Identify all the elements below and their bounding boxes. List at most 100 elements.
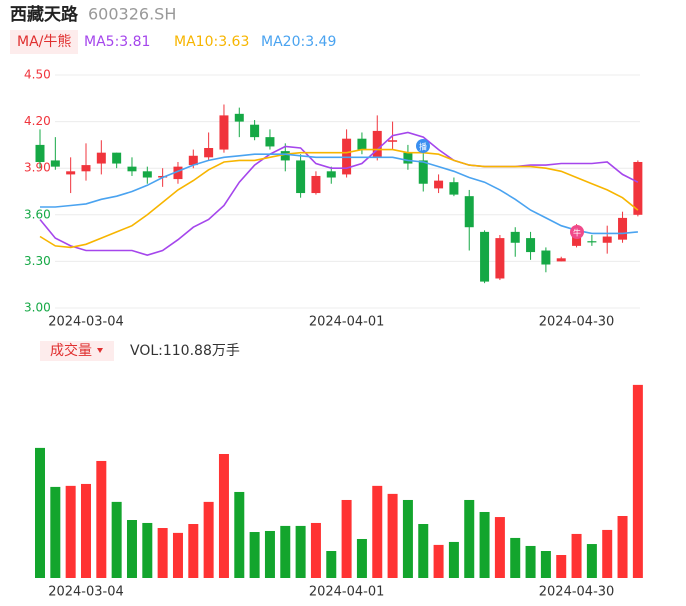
volume-bar bbox=[464, 499, 475, 578]
badge bbox=[416, 139, 430, 153]
volume-bar bbox=[448, 541, 459, 578]
stock-code: 600326.SH bbox=[88, 5, 176, 24]
badge-label: 播 bbox=[419, 142, 427, 152]
y-tick-label: 3.00 bbox=[24, 301, 51, 315]
candle-body bbox=[173, 166, 183, 180]
candle-body bbox=[403, 152, 413, 164]
candle-body bbox=[326, 171, 336, 178]
volume-bar bbox=[310, 522, 321, 578]
candle-body bbox=[265, 137, 275, 147]
volume-bar bbox=[510, 537, 521, 578]
volume-selector-bg[interactable] bbox=[40, 341, 114, 361]
volume-bar bbox=[111, 501, 122, 578]
volume-bar bbox=[157, 528, 168, 578]
volume-bar bbox=[540, 551, 551, 578]
volume-bar bbox=[249, 532, 260, 578]
volume-legend: VOL:110.88万手 bbox=[130, 343, 240, 359]
legend-entry: MA20:3.49 bbox=[261, 34, 336, 50]
candle-body bbox=[142, 171, 152, 178]
candle-body bbox=[96, 152, 106, 164]
volume-bar bbox=[586, 544, 597, 578]
volume-bar bbox=[142, 522, 153, 578]
volume-bar bbox=[632, 384, 643, 578]
volume-bar bbox=[372, 485, 383, 578]
volume-bar bbox=[96, 460, 107, 578]
candle-body bbox=[495, 238, 505, 279]
candle-body bbox=[556, 258, 566, 262]
y-tick-label: 4.50 bbox=[24, 68, 51, 82]
y-tick-label: 3.60 bbox=[24, 207, 51, 221]
x-tick-label: 2024-04-01 bbox=[309, 585, 385, 600]
volume-bar bbox=[126, 520, 137, 578]
candle-body bbox=[112, 152, 122, 164]
volume-bar bbox=[280, 525, 291, 578]
candle-body bbox=[434, 180, 444, 189]
candle-body bbox=[526, 238, 536, 253]
volume-bar bbox=[295, 525, 306, 578]
legend-entry: MA5:3.81 bbox=[84, 34, 150, 50]
volume-bar bbox=[188, 524, 199, 578]
candle-body bbox=[50, 160, 60, 167]
candle-body bbox=[35, 144, 45, 162]
ma-line bbox=[39, 131, 639, 257]
volume-bar bbox=[479, 511, 490, 578]
x-tick-label: 2024-03-04 bbox=[48, 585, 124, 600]
candle-body bbox=[250, 124, 260, 138]
volume-bar bbox=[494, 517, 505, 578]
y-tick-label: 3.30 bbox=[24, 254, 51, 268]
candle-body bbox=[464, 196, 474, 228]
ma-line bbox=[40, 153, 638, 235]
candle-body bbox=[81, 165, 91, 172]
volume-bar bbox=[402, 499, 413, 578]
x-tick-label: 2024-04-30 bbox=[539, 585, 615, 600]
candle-body bbox=[587, 241, 597, 243]
stock-name: 西藏天路 bbox=[10, 4, 79, 25]
candle-body bbox=[127, 166, 137, 172]
candle-body bbox=[602, 236, 612, 243]
indicator-label[interactable]: MA/牛熊 bbox=[17, 34, 71, 50]
badge bbox=[570, 225, 584, 239]
volume-bar bbox=[571, 533, 582, 578]
y-tick-label: 3.90 bbox=[24, 161, 51, 175]
x-tick-label: 2024-04-30 bbox=[539, 315, 615, 330]
volume-bar bbox=[556, 555, 567, 578]
volume-bar bbox=[65, 485, 76, 578]
volume-selector[interactable]: 成交量 bbox=[50, 342, 92, 359]
candle-body bbox=[204, 148, 214, 158]
volume-bar bbox=[602, 529, 613, 578]
volume-bar bbox=[387, 493, 398, 578]
candle-body bbox=[510, 231, 520, 243]
volume-bar bbox=[617, 515, 628, 578]
volume-bar bbox=[80, 483, 91, 578]
candle-body bbox=[480, 231, 490, 282]
volume-bar bbox=[418, 524, 429, 578]
badge-label: 牛 bbox=[573, 228, 581, 238]
candle-body bbox=[66, 171, 76, 175]
candle-body bbox=[296, 160, 306, 194]
candle-body bbox=[633, 161, 643, 215]
volume-bar bbox=[356, 538, 367, 578]
candle-body bbox=[449, 182, 459, 195]
volume-bar bbox=[35, 447, 45, 578]
candle-body bbox=[388, 140, 398, 142]
volume-bar bbox=[234, 491, 245, 578]
volume-bar bbox=[50, 486, 61, 578]
candle-body bbox=[234, 113, 244, 122]
indicator-bg[interactable] bbox=[10, 30, 78, 54]
volume-bar bbox=[525, 545, 536, 578]
volume-bar bbox=[203, 501, 214, 578]
candle-body bbox=[618, 217, 628, 240]
candle-body bbox=[541, 250, 551, 265]
volume-bar bbox=[264, 530, 275, 578]
candle-body bbox=[188, 155, 198, 166]
candle-body bbox=[280, 151, 290, 161]
x-tick-label: 2024-03-04 bbox=[48, 315, 124, 330]
ma-line bbox=[39, 148, 639, 249]
candle-body bbox=[357, 138, 367, 150]
dropdown-arrow[interactable] bbox=[97, 348, 103, 353]
legend-entry: MA10:3.63 bbox=[174, 34, 249, 50]
volume-bar bbox=[326, 551, 337, 578]
volume-bar bbox=[433, 544, 444, 578]
y-tick-label: 4.20 bbox=[24, 114, 51, 128]
